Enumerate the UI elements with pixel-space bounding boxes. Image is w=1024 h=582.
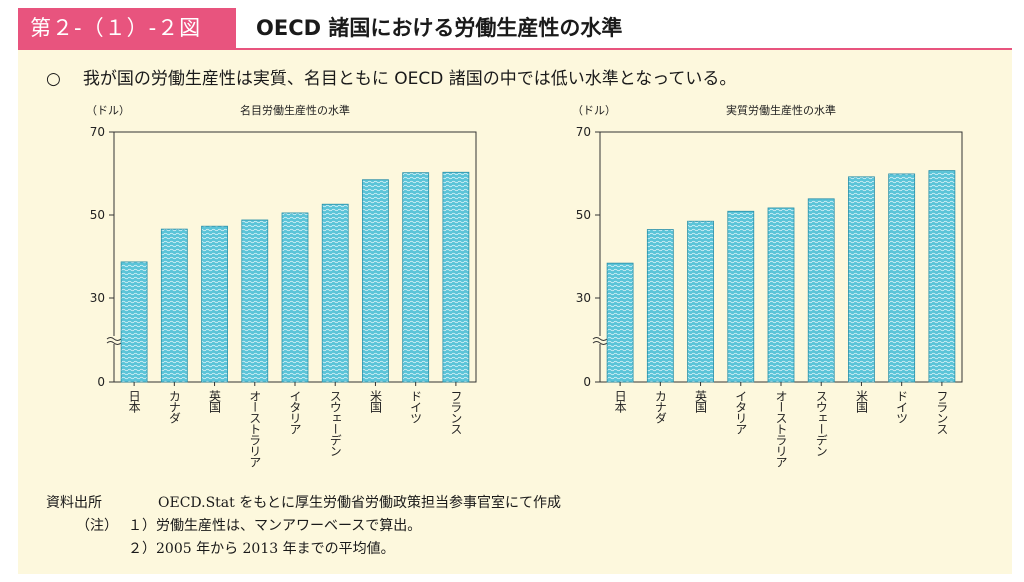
bar-7 bbox=[888, 173, 916, 383]
figure-header: 第２-（１）-２図 OECD 諸国における労働生産性の水準 bbox=[18, 8, 1012, 50]
real-chart-svg: （ドル） 実質労働生産性の水準 0 30 50 70 日本 カナダ 英国 イタリア オーストラリア ス… bbox=[572, 103, 963, 468]
chart-title: 実質労働生産性の水準 bbox=[726, 103, 836, 117]
bar-8 bbox=[442, 171, 470, 383]
x-category-label: フランス bbox=[449, 390, 463, 435]
x-category-label: フランス bbox=[935, 390, 949, 435]
x-category-label: オーストラリア bbox=[248, 390, 262, 468]
y-tick-label: 70 bbox=[576, 125, 591, 139]
x-category-label: イタリア bbox=[734, 390, 748, 435]
x-category-label: 米国 bbox=[368, 390, 382, 413]
bar-1 bbox=[160, 228, 188, 383]
note-2: ２）2005 年から 2013 年までの平均値。 bbox=[128, 541, 395, 557]
bar-3 bbox=[241, 219, 269, 383]
y-tick-label: 0 bbox=[97, 375, 105, 389]
nominal-chart-svg: （ドル） 名目労働生産性の水準 0 30 50 70 日本 カナダ 英国 オーストラリア イタリア ス… bbox=[86, 103, 477, 468]
y-tick-label: 50 bbox=[90, 208, 105, 222]
y-tick-label: 50 bbox=[576, 208, 591, 222]
y-tick-label: 30 bbox=[576, 291, 591, 305]
x-category-label: カナダ bbox=[167, 390, 181, 424]
bar-6 bbox=[362, 179, 389, 383]
nominal-productivity-chart: （ドル） 名目労働生産性の水準 0 30 50 70 日本 カナダ 英国 オーストラリア イタリア ス… bbox=[56, 96, 477, 492]
bullet-circle-icon: ○ bbox=[46, 69, 61, 89]
x-category-label: スウェーデン bbox=[814, 390, 828, 456]
note-1: １）労働生産性は、マンアワーベースで算出。 bbox=[128, 518, 422, 534]
bar-6 bbox=[848, 176, 875, 383]
x-category-label: カナダ bbox=[653, 390, 667, 424]
axis-break-icon bbox=[592, 336, 608, 345]
x-category-label: 英国 bbox=[694, 390, 708, 413]
x-category-label: 日本 bbox=[613, 390, 627, 414]
figure-number-badge: 第２-（１）-２図 bbox=[18, 8, 236, 48]
y-tick-label: 0 bbox=[583, 375, 591, 389]
x-category-label: 英国 bbox=[208, 390, 222, 413]
x-category-label: ドイツ bbox=[409, 390, 423, 423]
figure-notes: 資料出所 OECD.Stat をもとに厚生労働省労働政策担当参事官室にて作成 （注… bbox=[46, 492, 561, 561]
x-category-label: 日本 bbox=[127, 390, 141, 414]
bar-2 bbox=[201, 225, 228, 383]
bar-2 bbox=[687, 220, 714, 383]
lead-text: 我が国の労働生産性は実質、名目ともに OECD 諸国の中では低い水準となっている… bbox=[82, 69, 737, 89]
x-category-label: ドイツ bbox=[895, 390, 909, 423]
source-label: 資料出所 bbox=[46, 495, 102, 511]
figure-panel: 第２-（１）-２図 OECD 諸国における労働生産性の水準 ○ 我が国の労働生産性… bbox=[18, 8, 1012, 574]
bar-0 bbox=[606, 262, 634, 383]
y-axis-unit-label: （ドル） bbox=[572, 104, 616, 117]
x-category-label: 米国 bbox=[854, 390, 868, 413]
bar-7 bbox=[402, 172, 430, 383]
bar-5 bbox=[807, 198, 835, 383]
source-text: OECD.Stat をもとに厚生労働省労働政策担当参事官室にて作成 bbox=[158, 495, 561, 511]
bar-5 bbox=[321, 203, 349, 383]
note-label: （注） bbox=[76, 518, 118, 534]
figure-title: OECD 諸国における労働生産性の水準 bbox=[256, 16, 623, 40]
bar-4 bbox=[767, 207, 795, 383]
x-category-label: オーストラリア bbox=[774, 390, 788, 468]
bar-8 bbox=[928, 170, 956, 383]
y-tick-label: 70 bbox=[90, 125, 105, 139]
bar-0 bbox=[120, 261, 148, 383]
bar-4 bbox=[281, 212, 309, 383]
chart-title: 名目労働生産性の水準 bbox=[240, 103, 350, 117]
note-row-2: ２）2005 年から 2013 年までの平均値。 bbox=[46, 538, 561, 561]
axis-break-icon bbox=[106, 336, 122, 345]
bar-1 bbox=[646, 229, 674, 383]
bar-3 bbox=[727, 210, 755, 383]
real-productivity-chart: （ドル） 実質労働生産性の水準 0 30 50 70 日本 カナダ 英国 イタリア オーストラリア ス… bbox=[542, 96, 963, 492]
x-category-label: スウェーデン bbox=[328, 390, 342, 456]
note-row-1: （注） １）労働生産性は、マンアワーベースで算出。 bbox=[46, 515, 561, 538]
y-axis-unit-label: （ドル） bbox=[86, 104, 130, 117]
x-category-label: イタリア bbox=[288, 390, 302, 435]
y-tick-label: 30 bbox=[90, 291, 105, 305]
source-row: 資料出所 OECD.Stat をもとに厚生労働省労働政策担当参事官室にて作成 bbox=[46, 492, 561, 515]
lead-statement: ○ 我が国の労働生産性は実質、名目ともに OECD 諸国の中では低い水準となってい… bbox=[46, 64, 736, 89]
